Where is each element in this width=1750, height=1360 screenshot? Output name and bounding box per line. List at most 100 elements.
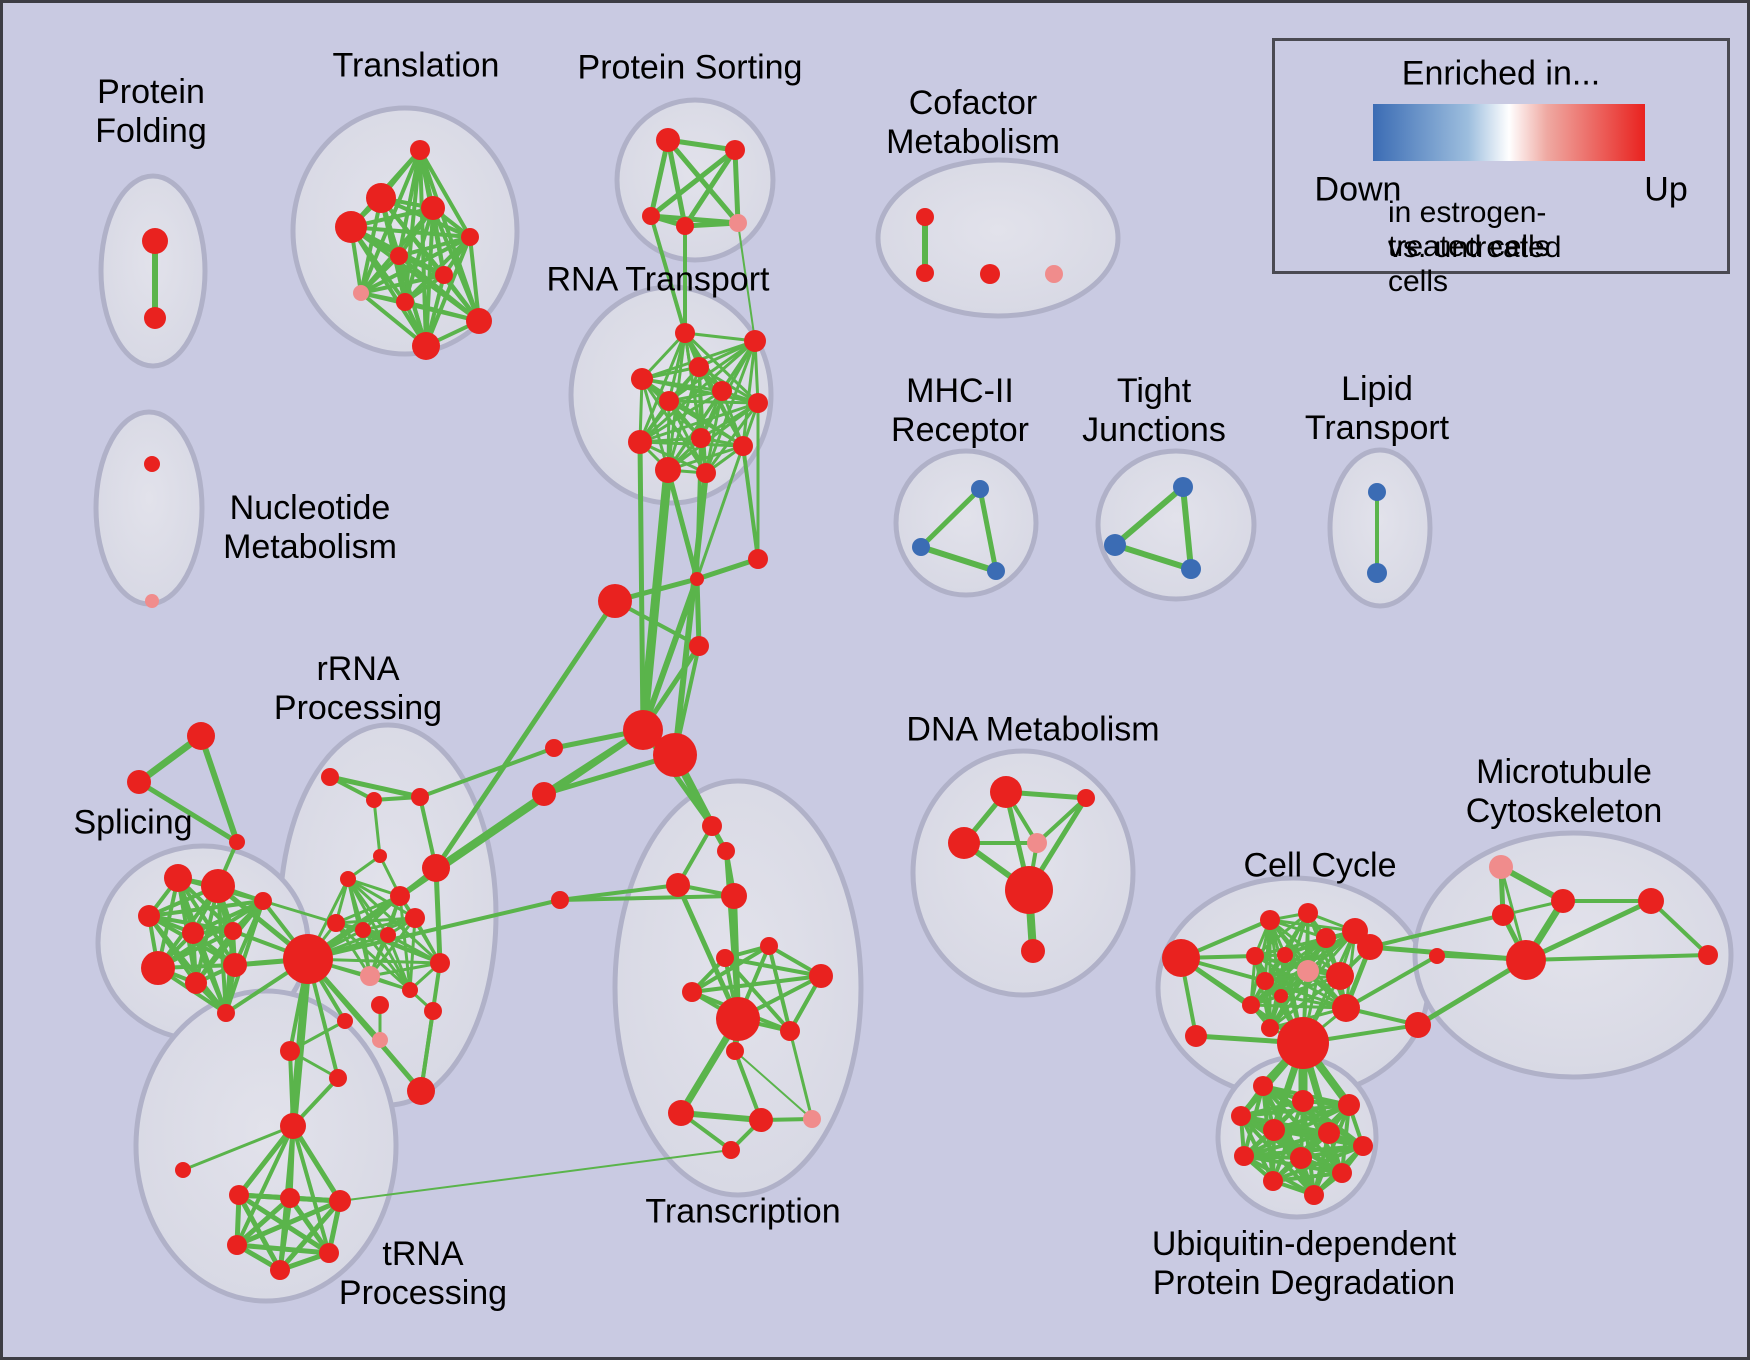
cluster-label-trna-processing: tRNA Processing: [338, 1235, 508, 1312]
node-cc8: [1274, 989, 1288, 1003]
nodes-layer: [127, 128, 1718, 1280]
edge-r11-h2: [672, 470, 709, 758]
node-u8: [1290, 1147, 1312, 1169]
edge-r6-r11: [704, 401, 760, 475]
edge-tnH-tn0: [181, 1124, 295, 1172]
edge-t0-t4: [418, 148, 472, 239]
node-t7: [353, 285, 369, 301]
node-c0: [690, 572, 704, 586]
node-mt6: [1405, 1012, 1431, 1038]
edge-tn2-tn5: [287, 1195, 332, 1256]
edge-cc13-mt1: [1368, 913, 1505, 949]
edge-r1-r4: [667, 339, 757, 403]
edge-r7-r11: [638, 440, 708, 475]
edge-p1-p4: [732, 147, 741, 226]
node-cc12: [1185, 1025, 1207, 1047]
node-r5: [712, 381, 732, 401]
node-c3: [689, 636, 709, 656]
node-pf1: [144, 307, 166, 329]
node-nm1: [145, 594, 159, 608]
node-ccL: [1162, 939, 1200, 977]
edge-rrP-rr13: [368, 961, 442, 978]
node-rr17: [280, 1041, 300, 1061]
legend-up-label: Up: [1644, 170, 1688, 209]
edge-s0-s2: [198, 733, 240, 845]
edge-ccP-cc10: [1249, 969, 1310, 1007]
cluster-ellipse-mhc-ii: [893, 448, 1039, 598]
edge-tnH-tn5: [291, 1124, 331, 1255]
node-mtP: [1489, 855, 1513, 879]
node-cc1: [1298, 903, 1318, 923]
network-canvas: [93, 97, 1734, 1304]
node-rr0: [321, 768, 339, 786]
node-rr18: [329, 1069, 347, 1087]
cluster-label-splicing: Splicing: [73, 803, 193, 842]
node-t9: [466, 308, 492, 334]
edge-r3-r10: [640, 377, 670, 472]
node-sp7: [185, 972, 207, 994]
edge-r3-r11: [640, 377, 708, 475]
edge-t3-t4: [349, 225, 472, 239]
edge-rrH-c6: [306, 898, 562, 961]
node-rr2: [411, 788, 429, 806]
cluster-ellipse-lipid-transport: [1327, 447, 1433, 609]
node-cc4: [1246, 947, 1264, 965]
cluster-label-rna-transport: RNA Transport: [546, 260, 770, 299]
edge-s1-s2: [136, 779, 240, 845]
node-c1: [748, 549, 768, 569]
cluster-label-tight-junctions: Tight Junctions: [1082, 372, 1226, 449]
node-tj0: [1173, 477, 1193, 497]
edge-cc1-cc9: [1306, 911, 1348, 1010]
edge-tnH-tn3: [290, 1123, 343, 1204]
edge-r10-c0: [665, 467, 700, 582]
node-u7: [1234, 1146, 1254, 1166]
node-cc11: [1261, 1019, 1279, 1037]
legend-box: Enriched in... Down Up in estrogen-treat…: [1272, 38, 1730, 298]
edge-cc1-cc4: [1253, 911, 1310, 958]
node-cm0: [916, 208, 934, 226]
edge-rr16-rrH: [305, 956, 424, 1094]
node-tj2: [1181, 559, 1201, 579]
node-p3: [676, 217, 694, 235]
node-h1: [623, 710, 663, 750]
legend-down-label: Down: [1314, 170, 1402, 209]
node-rrH: [283, 934, 333, 984]
edge-rr7-rr8: [334, 916, 417, 925]
node-t5: [390, 247, 408, 265]
cluster-label-dna-metabolism: DNA Metabolism: [906, 710, 1160, 749]
edge-t2-t9: [431, 206, 481, 323]
node-cc0: [1260, 910, 1280, 930]
node-s2: [229, 834, 245, 850]
node-u10: [1263, 1171, 1283, 1191]
node-d2: [948, 827, 980, 859]
node-mt4: [1638, 888, 1664, 914]
edge-rr6-rr13: [433, 865, 443, 966]
edge-r9-r10: [666, 444, 745, 472]
node-cc6: [1256, 972, 1274, 990]
edge-x12-x13: [678, 1110, 764, 1123]
edge-x7-x8: [690, 974, 823, 994]
node-rr1: [366, 792, 382, 808]
node-t2: [421, 196, 445, 220]
edge-p4-r1: [737, 222, 756, 342]
edge-tj0-tj1: [1112, 484, 1186, 548]
edge-tnH-tn1: [236, 1123, 296, 1198]
edge-p1-p3: [682, 147, 738, 229]
node-sp5: [254, 892, 272, 910]
edge-p0-p2: [648, 137, 671, 219]
node-mh0: [971, 480, 989, 498]
edge-u2-u3: [1239, 1103, 1351, 1118]
edge-tn3-x15: [339, 1149, 732, 1202]
edge-r6-r7: [638, 401, 760, 444]
node-sp3: [182, 922, 204, 944]
edge-p0-p3: [665, 137, 688, 229]
node-mt2: [1506, 940, 1546, 980]
edge-t0-t7: [359, 148, 422, 295]
node-t8: [396, 293, 414, 311]
node-x5: [716, 949, 734, 967]
edge-x2-x9: [675, 882, 741, 1022]
node-rr6: [422, 854, 450, 882]
cluster-label-transcription: Transcription: [645, 1192, 841, 1231]
node-rr3: [373, 849, 387, 863]
edge-r3-r6: [640, 377, 760, 405]
